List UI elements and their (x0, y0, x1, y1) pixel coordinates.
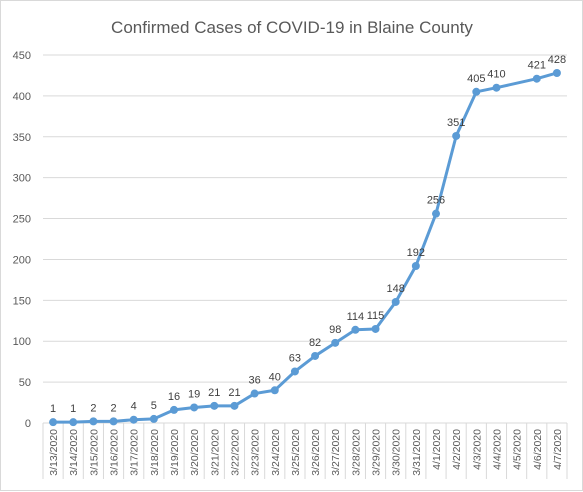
data-label: 114 (347, 311, 365, 323)
data-label: 36 (248, 375, 260, 387)
chart-title: Confirmed Cases of COVID-19 in Blaine Co… (111, 18, 473, 37)
data-label: 21 (228, 387, 240, 399)
data-point (472, 87, 481, 96)
data-label: 5 (151, 400, 157, 412)
y-tick-label: 400 (13, 91, 31, 103)
data-label: 1 (70, 403, 76, 415)
y-tick-label: 100 (13, 336, 31, 348)
x-tick-label: 3/24/2020 (270, 429, 282, 476)
y-tick-label: 150 (13, 295, 31, 307)
data-label: 82 (309, 337, 321, 349)
x-tick-label: 4/2/2020 (451, 429, 463, 470)
x-tick-label: 3/28/2020 (350, 429, 362, 476)
data-point (230, 401, 239, 410)
x-axis-tick-labels: 3/13/2020 3/14/2020 3/15/2020 3/16/2020 3/17… (48, 429, 564, 476)
data-label: 19 (188, 388, 200, 400)
data-point (89, 417, 98, 426)
data-label: 2 (90, 402, 96, 414)
data-point (311, 351, 320, 360)
x-tick-label: 3/27/2020 (330, 429, 342, 476)
data-point (391, 297, 400, 306)
data-label: 148 (387, 283, 405, 295)
x-tick-label: 3/19/2020 (169, 429, 181, 476)
data-point (532, 74, 541, 83)
data-point (69, 418, 78, 427)
data-point (210, 401, 219, 410)
data-label: 410 (487, 69, 505, 81)
data-point (190, 403, 199, 412)
data-label: 351 (447, 117, 465, 129)
data-point (49, 418, 58, 427)
data-point (149, 414, 158, 423)
data-point (250, 389, 259, 398)
x-tick-label: 4/5/2020 (512, 429, 524, 470)
data-point (411, 261, 420, 270)
data-point (552, 68, 561, 77)
x-tick-label: 3/29/2020 (371, 429, 383, 476)
data-point (492, 83, 501, 92)
y-tick-label: 50 (19, 377, 31, 389)
data-label: 98 (329, 324, 341, 336)
y-tick-label: 0 (25, 418, 31, 430)
x-tick-label: 4/4/2020 (491, 429, 503, 470)
y-tick-label: 450 (13, 50, 31, 62)
series-line (51, 71, 559, 424)
x-tick-label: 3/16/2020 (109, 429, 121, 476)
y-tick-label: 300 (13, 173, 31, 185)
data-point (290, 367, 299, 376)
data-points (49, 68, 561, 427)
data-point (270, 386, 279, 395)
data-label: 4 (131, 401, 137, 413)
data-label: 192 (407, 247, 425, 259)
data-point (129, 415, 138, 424)
data-label: 1 (50, 403, 56, 415)
data-label: 405 (467, 73, 485, 85)
x-tick-label: 3/23/2020 (250, 429, 262, 476)
x-tick-label: 4/6/2020 (532, 429, 544, 470)
x-tick-label: 3/13/2020 (48, 429, 60, 476)
y-tick-label: 350 (13, 132, 31, 144)
category-gridlines (42, 423, 568, 479)
data-label: 2 (110, 402, 116, 414)
x-tick-label: 4/7/2020 (552, 429, 564, 470)
x-tick-label: 3/15/2020 (88, 429, 100, 476)
data-point (351, 325, 360, 334)
x-tick-label: 3/30/2020 (391, 429, 403, 476)
x-tick-label: 4/3/2020 (471, 429, 483, 470)
gridlines (43, 54, 567, 424)
x-tick-label: 3/20/2020 (189, 429, 201, 476)
data-point (452, 131, 461, 140)
x-tick-label: 3/26/2020 (310, 429, 322, 476)
x-tick-label: 3/21/2020 (209, 429, 221, 476)
data-label: 21 (208, 387, 220, 399)
data-point (432, 209, 440, 218)
x-tick-label: 3/17/2020 (129, 429, 141, 476)
x-tick-label: 3/14/2020 (68, 429, 80, 476)
data-label: 421 (528, 60, 546, 72)
data-point (109, 417, 118, 426)
data-point (371, 324, 380, 333)
data-point (170, 405, 178, 414)
x-tick-label: 3/31/2020 (411, 429, 423, 476)
y-tick-label: 200 (13, 254, 31, 266)
data-point (331, 338, 340, 347)
data-label: 256 (427, 195, 445, 207)
y-tick-label: 250 (13, 214, 31, 226)
data-label: 428 (548, 54, 566, 66)
x-tick-label: 3/25/2020 (290, 429, 302, 476)
data-label: 63 (289, 352, 301, 364)
x-tick-label: 3/18/2020 (149, 429, 161, 476)
y-axis-tick-labels: 0 50 100 150 200 250 300 350 400 450 (13, 50, 31, 430)
x-tick-label: 3/22/2020 (229, 429, 241, 476)
data-label: 40 (269, 371, 281, 383)
x-tick-label: 4/1/2020 (431, 429, 443, 470)
data-labels: 1 1 2 2 4 5 16 19 21 21 36 40 63 82 98 114 115 148 192 256 3… (50, 54, 566, 415)
data-label: 16 (168, 391, 180, 403)
data-label: 115 (367, 310, 385, 322)
